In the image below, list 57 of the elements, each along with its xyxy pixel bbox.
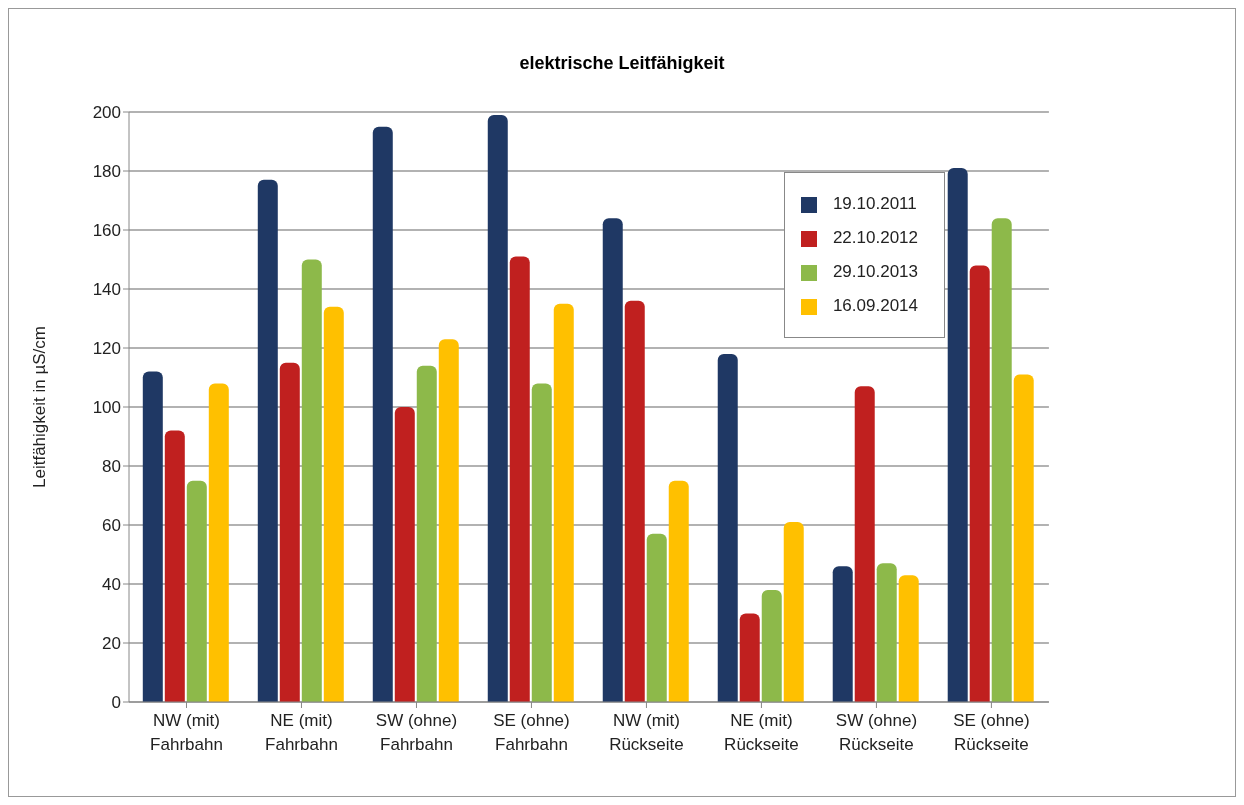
x-tick-label: SE (ohne) Fahrbahn xyxy=(493,711,570,754)
y-tick-label: 0 xyxy=(111,693,121,713)
bar xyxy=(186,480,207,702)
y-tick-label: 100 xyxy=(92,398,121,418)
bar xyxy=(947,168,968,702)
bar xyxy=(372,126,393,702)
bar xyxy=(509,256,530,702)
bar xyxy=(739,613,760,702)
x-tick-label: SW (ohne) Rückseite xyxy=(835,711,918,754)
bar xyxy=(208,383,229,702)
bar xyxy=(761,589,782,702)
y-tick-label: 180 xyxy=(92,162,121,182)
y-axis-title: Leitfähigkeit in µS/cm xyxy=(30,326,50,488)
bar xyxy=(438,339,459,702)
bar xyxy=(624,300,645,702)
legend-label: 16.09.2014 xyxy=(832,296,918,315)
bar xyxy=(301,259,322,702)
y-tick-label: 60 xyxy=(102,516,121,536)
bar xyxy=(164,430,185,702)
bar xyxy=(323,306,344,702)
bar xyxy=(832,566,853,702)
x-tick-label: SE (ohne) Rückseite xyxy=(953,711,1030,754)
bar xyxy=(1013,374,1034,702)
x-tick-label: NE (mit) Fahrbahn xyxy=(265,711,338,754)
x-tick-label: NW (mit) Rückseite xyxy=(609,711,684,754)
chart-title: elektrische Leitfähigkeit xyxy=(518,53,726,75)
bar xyxy=(553,303,574,702)
legend-label: 29.10.2013 xyxy=(832,262,918,281)
y-tick-label: 200 xyxy=(92,103,121,123)
legend-label: 22.10.2012 xyxy=(832,228,918,247)
bar xyxy=(531,383,552,702)
bar xyxy=(876,563,897,702)
bar xyxy=(487,114,508,702)
bar xyxy=(394,407,415,702)
bar xyxy=(257,179,278,702)
bar xyxy=(416,365,437,702)
bar xyxy=(646,533,667,702)
bar xyxy=(783,522,804,702)
bar xyxy=(668,480,689,702)
y-tick-label: 40 xyxy=(102,575,121,595)
bar xyxy=(991,218,1012,702)
bar xyxy=(279,362,300,702)
y-tick-label: 120 xyxy=(92,339,121,359)
y-tick-label: 160 xyxy=(92,221,121,241)
x-tick-label: NW (mit) Fahrbahn xyxy=(150,711,223,754)
y-tick-label: 20 xyxy=(102,634,121,654)
bar xyxy=(602,218,623,702)
bar xyxy=(142,371,163,702)
bar xyxy=(854,386,875,702)
x-tick-label: SW (ohne) Fahrbahn xyxy=(375,711,458,754)
y-tick-label: 80 xyxy=(102,457,121,477)
bar xyxy=(969,265,990,702)
x-tick-label: NE (mit) Rückseite xyxy=(724,711,799,754)
bar xyxy=(898,575,919,702)
y-tick-label: 140 xyxy=(92,280,121,300)
bar xyxy=(717,353,738,702)
legend-label: 19.10.2011 xyxy=(832,194,917,213)
